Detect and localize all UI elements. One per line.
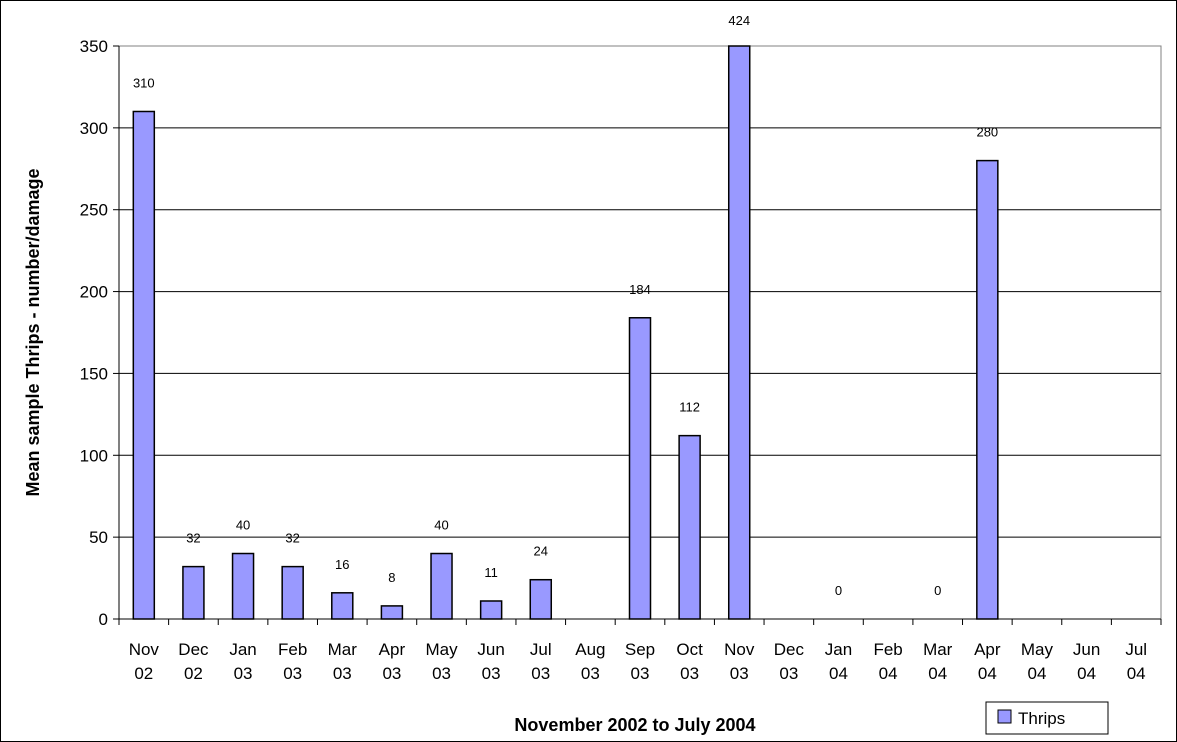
x-tick-label: Jun 04 [1073,640,1100,683]
tick-labels: 0 50 100 150 200 250 300 350 Nov 02 Dec 02 Jan 03 Feb 0… [80,37,1147,683]
bar [331,592,354,620]
data-label: 40 [236,518,250,533]
data-label: 32 [186,531,200,546]
x-tick-label: May 04 [1021,640,1054,683]
x-tick-label: Feb 03 [278,640,307,683]
bar [976,159,999,620]
data-label: 310 [133,75,155,90]
bar [132,110,156,620]
y-tick-label: 150 [80,364,108,383]
data-label: 424 [728,13,750,28]
data-label: 32 [285,531,299,546]
data-label: 0 [835,583,842,598]
x-tick-label: Apr 03 [379,640,406,683]
y-tick-label: 300 [80,119,108,138]
y-tick-label: 200 [80,283,108,302]
x-tick-label: Oct 03 [676,640,703,683]
x-tick-label: Jul 03 [530,640,552,683]
y-tick-label: 350 [80,37,108,56]
data-label: 0 [934,583,941,598]
y-tick-label: 100 [80,446,108,465]
legend-label: Thrips [1018,709,1065,728]
legend-swatch [997,709,1012,724]
bar [380,605,404,620]
x-axis-title: November 2002 to July 2004 [514,715,755,735]
x-tick-label: Mar 03 [328,640,358,683]
bar [628,317,652,620]
y-tick-label: 50 [89,528,108,547]
bar [727,45,751,620]
axes [113,45,1162,625]
legend: Thrips [985,701,1109,735]
data-label: 16 [335,557,349,572]
y-axis-title: Mean sample Thrips - number/damage [23,168,43,496]
x-tick-label: Dec 03 [774,640,805,683]
bar [281,565,304,620]
x-tick-label: Nov 02 [129,640,160,683]
data-label: 280 [976,125,998,140]
y-tick-label: 250 [80,201,108,220]
y-tick-label: 0 [99,610,108,629]
bar [231,552,255,620]
data-label: 112 [679,400,700,415]
data-label: 184 [629,282,651,297]
bar [182,565,205,620]
x-tick-label: Dec 02 [178,640,209,683]
x-tick-label: Mar 04 [923,640,953,683]
bar [529,578,553,620]
x-tick-label: Nov 03 [724,640,755,683]
data-label: 11 [484,565,498,580]
bars [132,45,999,620]
bar [678,434,701,620]
x-tick-label: Apr 04 [974,640,1001,683]
x-tick-label: Jan 03 [229,640,256,683]
x-tick-label: Jun 03 [477,640,504,683]
x-tick-label: Jan 04 [825,640,852,683]
data-label: 40 [434,518,448,533]
x-tick-label: Jul 04 [1125,640,1147,683]
x-tick-label: May 03 [425,640,458,683]
x-tick-label: Aug 03 [575,640,605,683]
bar [479,600,503,620]
data-labels: 310 32 40 32 16 8 40 11 24 184 112 424 0 0 280 [133,13,998,598]
data-label: 8 [388,570,395,585]
bar [430,552,453,620]
data-label: 24 [534,544,548,559]
x-tick-label: Sep 03 [625,640,655,683]
x-tick-label: Feb 04 [873,640,902,683]
